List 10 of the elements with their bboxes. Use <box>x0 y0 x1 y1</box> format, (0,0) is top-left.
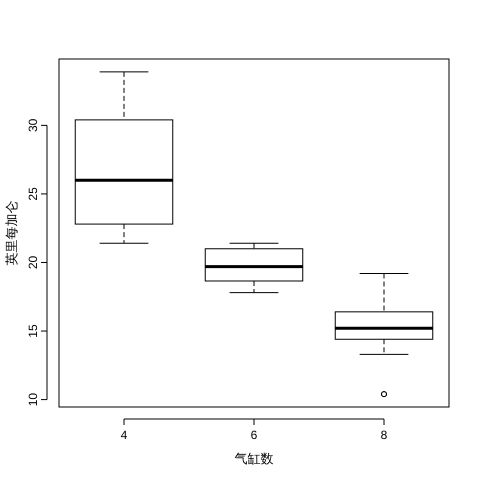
x-axis-title: 气缸数 <box>234 451 274 466</box>
x-tick-label: 6 <box>250 428 258 442</box>
y-tick-label: 10 <box>26 392 40 406</box>
y-tick-label: 25 <box>26 186 40 201</box>
y-tick-label: 20 <box>26 255 40 270</box>
x-tick-label: 4 <box>120 428 128 442</box>
y-axis-title: 英里每加仑 <box>4 200 19 266</box>
x-tick-label: 8 <box>380 428 388 442</box>
y-tick-label: 15 <box>26 324 40 338</box>
y-tick-label: 30 <box>26 118 40 132</box>
